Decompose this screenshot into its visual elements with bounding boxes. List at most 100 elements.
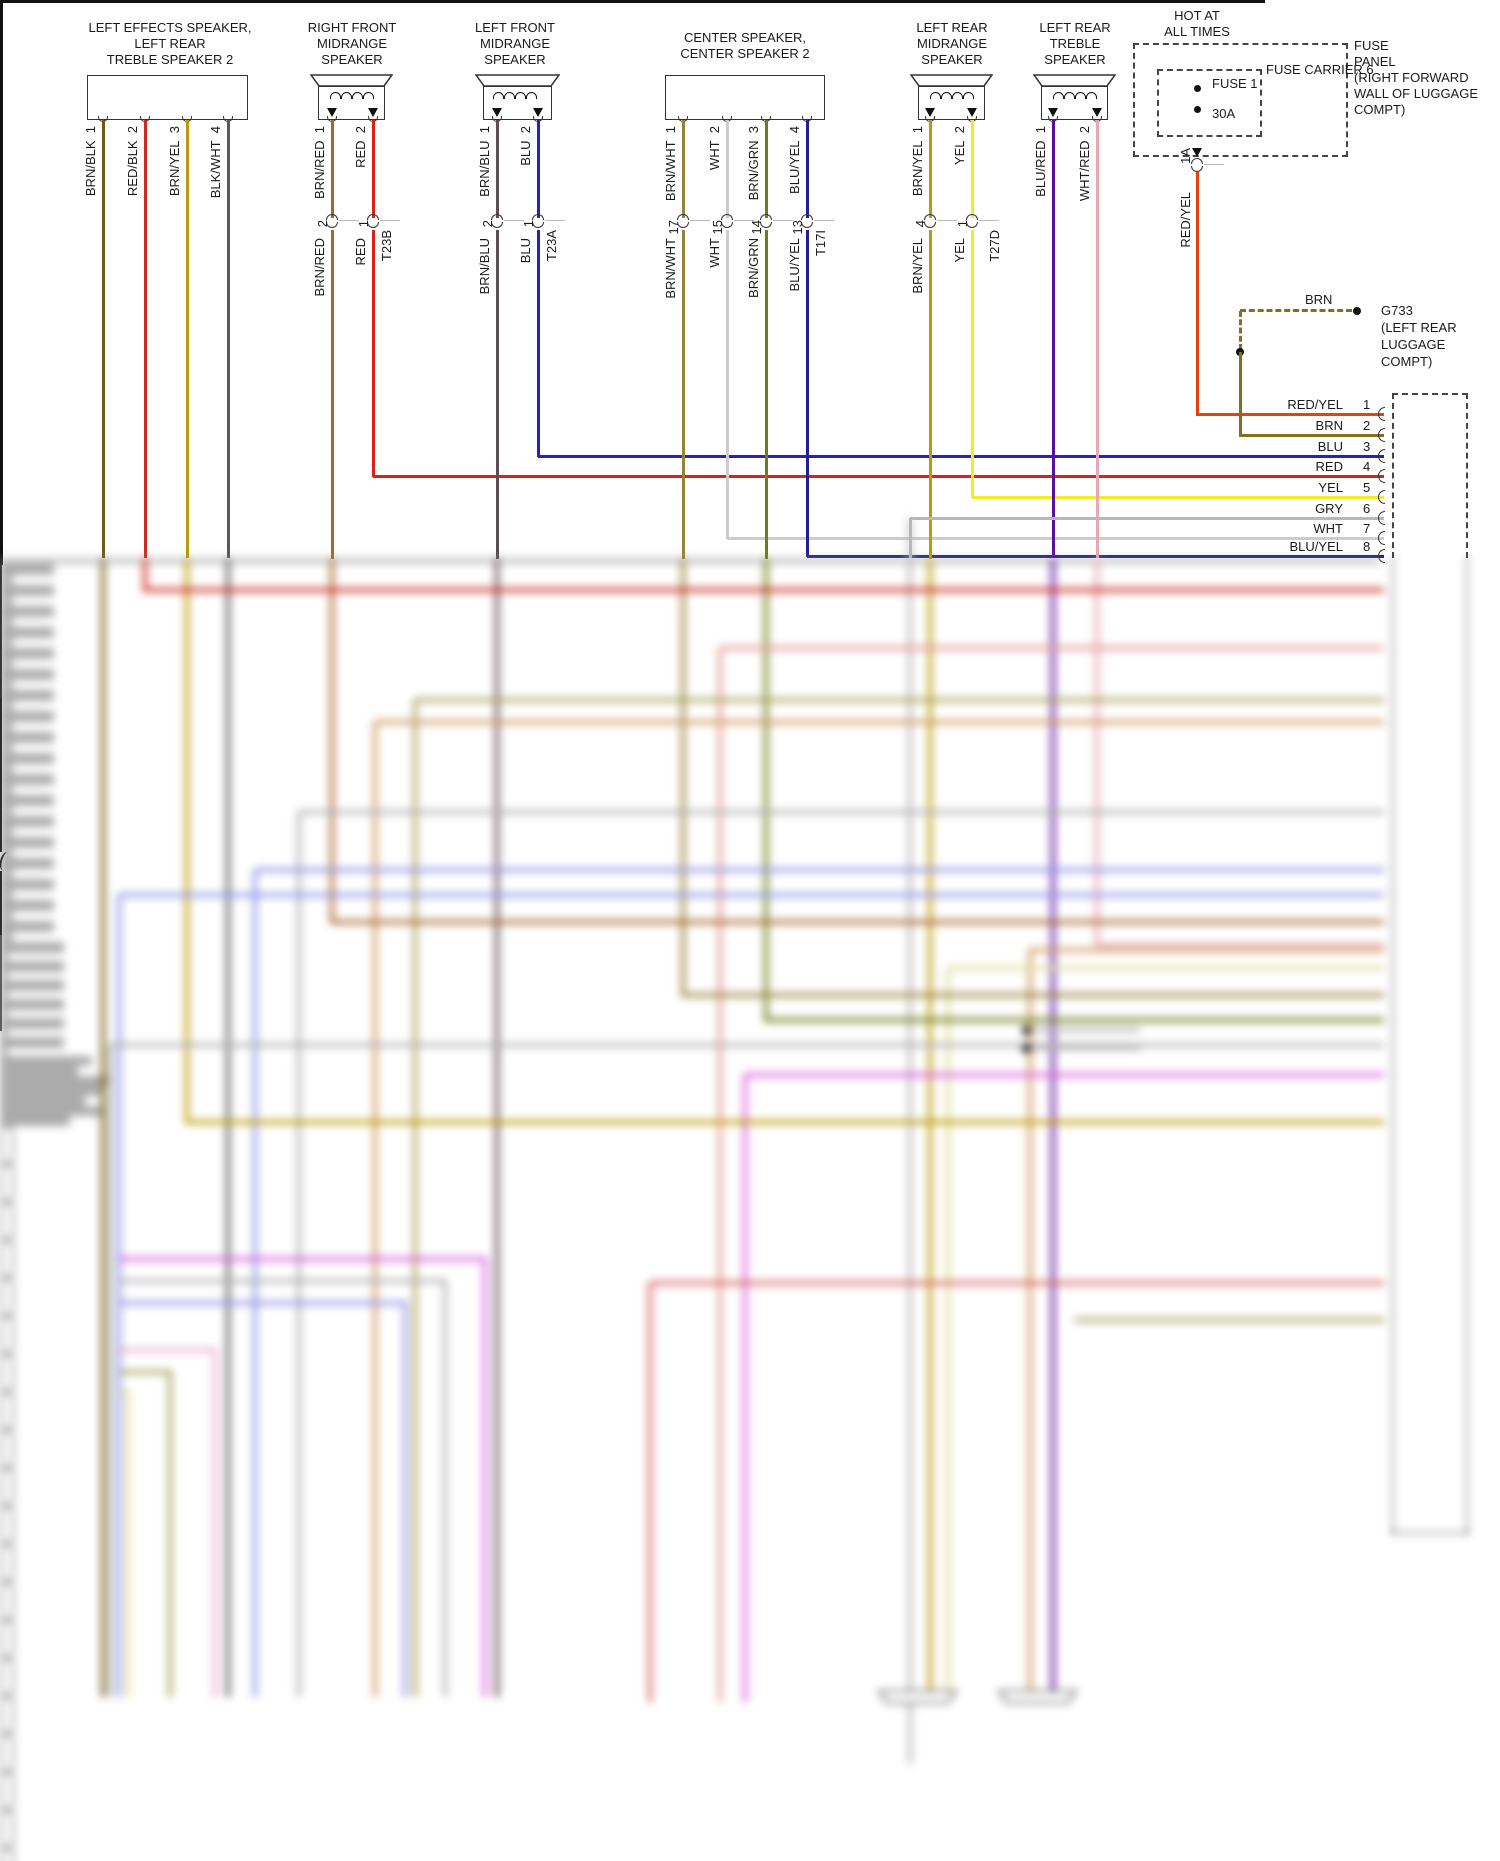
blurred-label-bar <box>0 972 8 980</box>
coil-arrow-icon <box>368 108 378 117</box>
blurred-wire-horizontal <box>120 1279 447 1283</box>
coil-icon <box>1075 92 1086 99</box>
blurred-label-bar <box>0 1029 8 1037</box>
blurred-label-bar <box>0 827 13 837</box>
amplifier-pin-number: 6 <box>1363 501 1371 516</box>
blurred-label-bar <box>0 1018 64 1029</box>
wire-vertical <box>536 120 540 218</box>
blurred-label-bar <box>0 732 54 743</box>
wire-vertical <box>725 230 729 539</box>
blurred-wire-horizontal <box>299 810 1384 814</box>
fuse-panel-label: FUSE <box>1354 38 1389 53</box>
blurred-label-bar <box>0 617 13 627</box>
blurred-connector-slot <box>0 1430 14 1468</box>
wire-vertical <box>928 120 932 218</box>
hot-at-label: HOT AT <box>1174 8 1220 23</box>
blurred-label-bar <box>0 659 13 669</box>
blurred-junction-dot <box>1021 1043 1031 1053</box>
wire-label: RED/BLK 2 <box>125 126 140 197</box>
blurred-label-bar <box>0 1086 100 1096</box>
wire-label-lower: BRN/YEL <box>910 238 925 294</box>
blurred-label-bar <box>0 701 13 711</box>
connector-break-icon <box>966 214 978 220</box>
coil-icon <box>1086 92 1097 99</box>
blurred-wire-horizontal <box>948 966 1384 970</box>
wire-vertical <box>681 120 685 218</box>
blurred-label-bar <box>0 690 54 701</box>
wire-vertical <box>970 120 974 218</box>
pin-socket-icon <box>1378 511 1385 525</box>
wire-gry <box>910 516 1384 520</box>
blurred-wire-horizontal <box>1075 1318 1384 1322</box>
blurred-label-bar <box>0 1116 70 1126</box>
wire-label-lower: YEL <box>952 238 967 263</box>
coil-arrow-icon <box>492 108 502 117</box>
ground-wire-label: BRN <box>1305 292 1333 307</box>
connector-break-icon <box>367 214 379 220</box>
speaker-title: RIGHT FRONT <box>307 20 397 35</box>
blurred-wire-horizontal <box>1032 1046 1140 1050</box>
blurred-wire-vertical <box>226 558 230 1697</box>
blurred-label-bar <box>0 961 64 972</box>
blurred-label-bar <box>0 669 54 680</box>
speaker-title: SPEAKER <box>484 52 546 67</box>
fuse-rating: 30A <box>1212 106 1236 121</box>
amplifier-pin-label: RED <box>1315 459 1343 474</box>
blurred-label-bar <box>0 753 54 764</box>
amplifier-pin-number: 4 <box>1363 459 1371 474</box>
blurred-label-bar <box>0 921 54 932</box>
coil-arrow-icon <box>967 108 977 117</box>
blurred-connector-slot <box>0 1240 14 1278</box>
coil-arrow-icon <box>533 108 543 117</box>
wire-vertical <box>143 120 147 558</box>
t-connector-label: T17I <box>813 230 828 257</box>
wire-vertical <box>495 120 499 218</box>
amplifier-pin-label: WHT <box>1313 521 1343 536</box>
blurred-wire-horizontal <box>110 1043 1384 1047</box>
blurred-label-bar <box>0 953 8 961</box>
coil-icon <box>493 92 504 99</box>
ground-wire-dashed <box>1240 309 1352 312</box>
blurred-label-bar <box>0 785 13 795</box>
wire-vertical <box>536 230 540 457</box>
wire-vertical <box>371 230 375 477</box>
speaker-title: LEFT REAR <box>916 20 988 35</box>
blurred-label-bar <box>0 680 13 690</box>
break-dash <box>690 220 710 221</box>
blurred-connector-slot <box>0 1810 14 1848</box>
wire-label-lower: BRN/GRN <box>746 238 761 298</box>
wire-label: BRN/GRN 3 <box>746 126 761 201</box>
pin-socket-icon <box>1378 469 1385 483</box>
blurred-label-bar <box>0 1010 8 1018</box>
break-pin-number: 13 <box>790 220 805 235</box>
amplifier-box-bottom-blur <box>1392 1532 1468 1534</box>
blurred-wire-vertical <box>168 1372 172 1697</box>
coil-arrow-icon <box>925 108 935 117</box>
blurred-speaker-horn-icon <box>878 1690 957 1704</box>
amplifier-pin-label: YEL <box>1318 480 1343 495</box>
blurred-wire-horizontal <box>1030 948 1384 952</box>
wire-vertical <box>495 230 499 559</box>
break-pin-number: 17 <box>666 220 681 235</box>
blurred-label-bar <box>0 596 13 606</box>
break-dash <box>339 220 359 221</box>
page-border-top <box>0 0 1265 3</box>
blurred-wire-horizontal <box>650 1281 1384 1285</box>
blurred-label-bar <box>0 858 54 869</box>
wire-label: BRN/BLU 1 <box>477 126 492 197</box>
blurred-wire-horizontal <box>120 1390 130 1394</box>
amplifier-pin-number: 7 <box>1363 521 1371 536</box>
speaker-body <box>665 75 825 120</box>
ground-location: LUGGAGE <box>1381 337 1446 352</box>
connector-break-icon <box>532 214 544 220</box>
connector-break-icon <box>326 214 338 220</box>
wire-label: BLU/YEL 4 <box>787 126 802 194</box>
break-pin-number: 1 <box>955 220 970 228</box>
coil-icon <box>952 92 963 99</box>
blurred-label-bar <box>0 991 8 999</box>
wire-to-amplifier <box>972 495 1384 499</box>
wire-label: BLU 2 <box>518 126 533 166</box>
blurred-label-bar <box>0 806 13 816</box>
wire-vertical <box>226 120 230 558</box>
blurred-label-bar <box>0 722 13 732</box>
